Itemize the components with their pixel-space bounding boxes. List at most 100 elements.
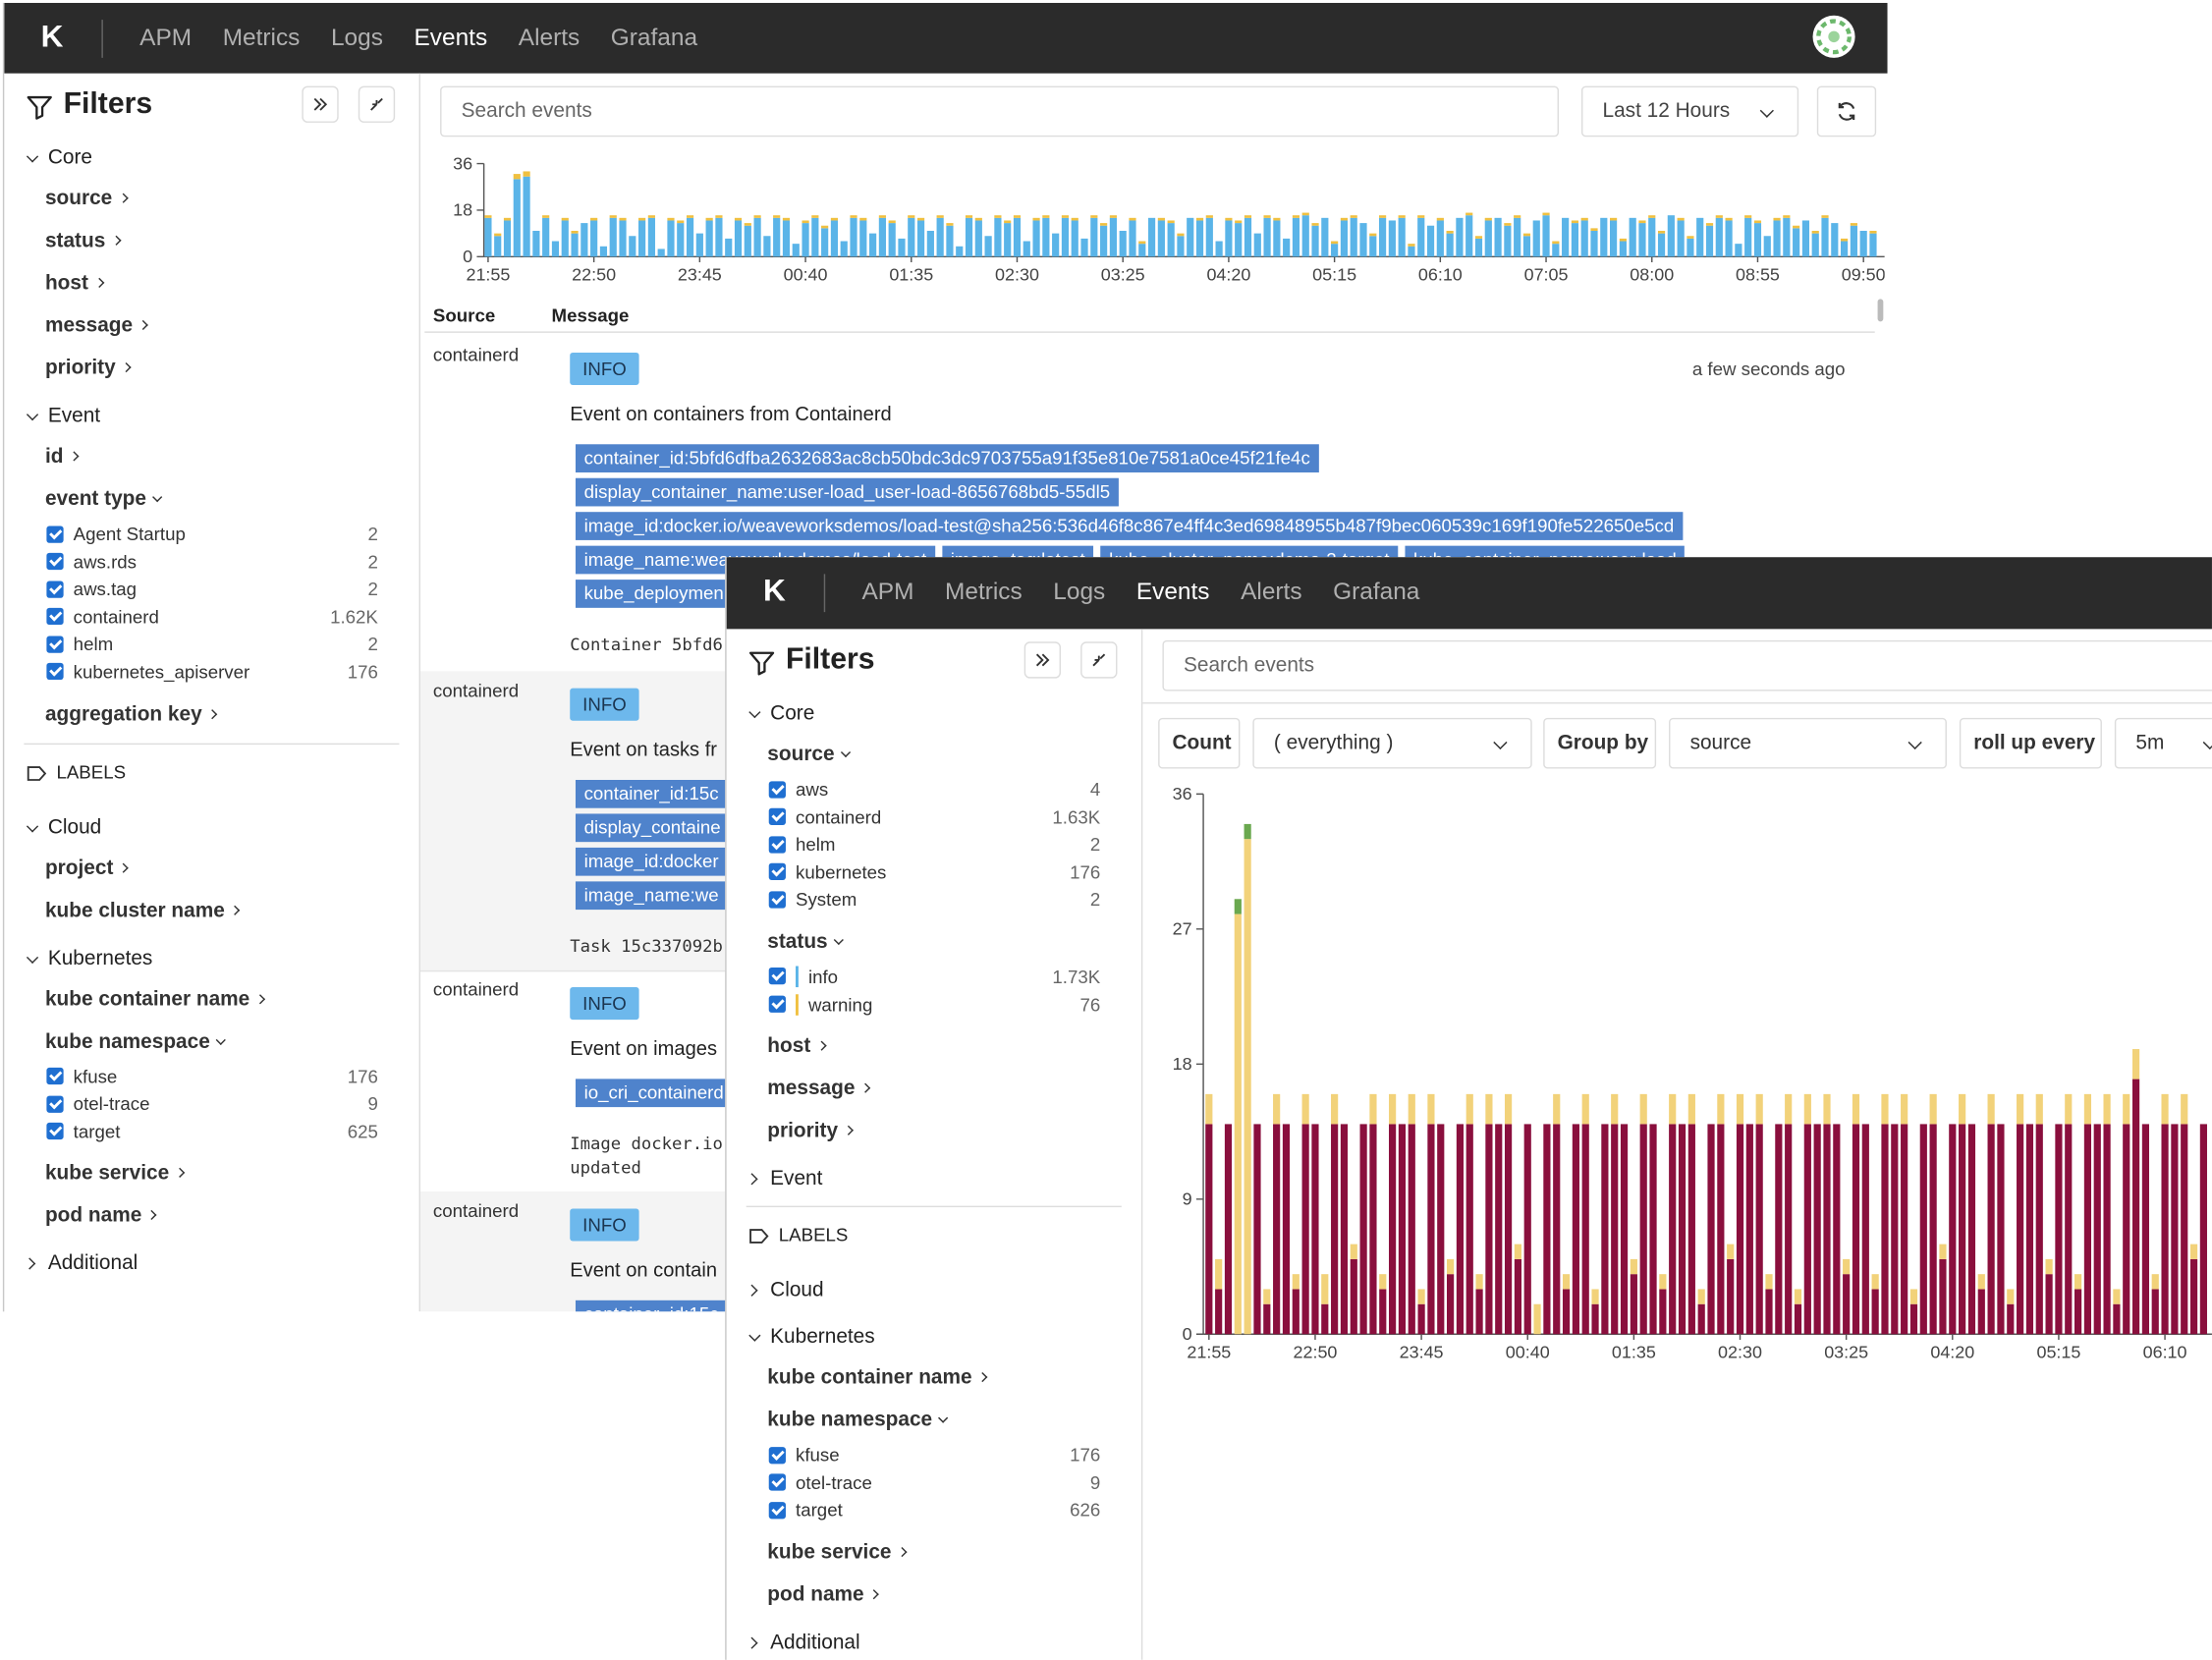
filter-item[interactable]: pod name [727,1574,1141,1616]
checkbox[interactable] [46,581,64,598]
nav-item[interactable]: APM [861,578,914,605]
filter-item[interactable]: kube service [4,1153,418,1195]
filter-item[interactable]: kube namespace [4,1021,418,1063]
tag-chip[interactable]: image_id:docker.io/weaveworksdemos/load-… [575,512,1683,540]
filter-item[interactable]: priority [727,1110,1141,1152]
collapse-button[interactable] [1080,641,1118,679]
filter-item[interactable]: project [4,847,418,889]
filter-item[interactable]: message [727,1068,1141,1110]
filter-item[interactable]: aggregation key [4,693,418,736]
nav-item[interactable]: Events [414,24,488,51]
filter-item[interactable]: kube cluster name [4,889,418,931]
bar-segment [1157,217,1165,221]
checkbox[interactable] [768,807,786,826]
filter-item[interactable]: message [4,304,418,347]
checkbox[interactable] [46,608,64,626]
checkbox[interactable] [768,1446,786,1464]
filter-item[interactable]: event type [4,478,418,521]
avatar[interactable] [1811,14,1856,59]
checkbox[interactable] [46,1123,64,1140]
tag-chip[interactable]: image_id:docker [575,847,728,876]
nav-item[interactable]: Alerts [1241,578,1302,605]
filter-item[interactable]: kube container name [4,978,418,1021]
dropdown[interactable]: 5m [2114,717,2212,769]
tag-chip[interactable]: display_container_name:user-load_user-lo… [575,477,1119,507]
checkbox[interactable] [768,968,786,985]
checkbox[interactable] [768,863,786,881]
filter-item[interactable]: kube namespace [727,1400,1141,1442]
expand-button[interactable] [302,85,339,123]
checkbox[interactable] [768,835,786,854]
filter-item[interactable]: kube service [727,1531,1141,1574]
bar-segment [2065,1124,2073,1335]
filter-item[interactable]: id [4,436,418,478]
nav-item[interactable]: Logs [1053,578,1106,605]
section-header[interactable]: Kubernetes [727,1317,1141,1356]
nav-item[interactable]: Grafana [610,24,698,51]
section-header[interactable]: Additional [4,1245,418,1284]
event-row[interactable]: containerd INFO Event on images io_cri_cont… [419,970,1874,1193]
dropdown[interactable]: ( everything ) [1252,717,1532,769]
tag-chip[interactable]: image_name:we [575,881,728,911]
control-label[interactable]: Group by [1543,717,1657,769]
bar-segment [1600,217,1608,257]
filter-item[interactable]: priority [4,347,418,389]
filter-item[interactable]: host [4,262,418,304]
tag-chip[interactable]: container_id:15c [575,1300,728,1312]
checkbox[interactable] [46,525,64,543]
section-header[interactable]: Additional [727,1624,1141,1660]
tag-chip[interactable]: container_id:5bfd6dfba2632683ac8cb50bdc3… [575,444,1319,472]
section-header[interactable]: Cloud [4,807,418,847]
refresh-button[interactable] [1816,85,1877,138]
section-header[interactable]: Kubernetes [4,939,418,978]
section-header[interactable]: Core [727,693,1141,733]
checkbox[interactable] [768,780,786,798]
nav-item[interactable]: Grafana [1333,578,1420,605]
filter-item[interactable]: status [727,921,1141,964]
expand-button[interactable] [1023,641,1062,679]
collapse-button[interactable] [358,85,396,123]
checkbox[interactable] [46,1067,64,1085]
checkbox[interactable] [46,636,64,653]
nav-item[interactable]: APM [139,24,193,51]
bar-segment [1659,1274,1667,1290]
tag-chip[interactable]: display_containe [575,813,730,843]
tag-chip[interactable]: io_cri_containerd [575,1079,733,1108]
logo[interactable]: K [40,18,64,54]
bar-segment [581,223,588,257]
tag-chip[interactable]: container_id:15c [575,779,728,808]
filter-item[interactable]: host [727,1025,1141,1068]
section-header[interactable]: Event [727,1159,1141,1198]
filter-item[interactable]: source [727,734,1141,776]
nav-item[interactable]: Alerts [518,24,581,51]
checkbox[interactable] [46,1095,64,1113]
nav-item[interactable]: Metrics [222,24,301,51]
control-label[interactable]: roll up every [1959,717,2102,769]
search-box[interactable]: Search events [1162,639,2212,692]
filter-item[interactable]: kube container name [727,1356,1141,1399]
time-range[interactable]: Last 12 Hours [1580,85,1799,138]
nav-item[interactable]: Logs [330,24,383,51]
control-label[interactable]: Count [1158,717,1241,769]
checkbox[interactable] [768,1501,786,1520]
section-header[interactable]: Cloud [727,1271,1141,1310]
checkbox[interactable] [46,552,64,571]
section-header[interactable]: Core [4,138,418,178]
dropdown[interactable]: source [1669,717,1947,769]
section-header[interactable]: Event [4,396,418,435]
search-box[interactable]: Search events [440,85,1560,138]
filter-item[interactable]: status [4,220,418,262]
event-row[interactable]: containerd a few seconds ago INFO Event on … [419,336,1874,673]
checkbox[interactable] [768,995,786,1013]
checkbox[interactable] [768,1473,786,1491]
logo[interactable]: K [762,572,786,608]
filter-item[interactable]: pod name [4,1195,418,1238]
checkbox[interactable] [768,891,786,909]
filter-item[interactable]: source [4,178,418,220]
bar-segment [1871,1274,1879,1290]
checkbox[interactable] [46,663,64,681]
nav-item[interactable]: Metrics [945,578,1023,605]
tag-chip[interactable]: kube_deploymen [575,580,733,608]
nav-item[interactable]: Events [1135,578,1210,605]
bar-segment [1552,241,1560,245]
